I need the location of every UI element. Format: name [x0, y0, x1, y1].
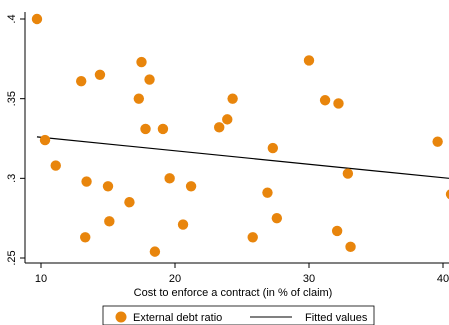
data-point	[262, 187, 273, 198]
data-point	[81, 176, 92, 187]
data-points-layer	[31, 13, 449, 257]
y-tick-label: .3	[6, 174, 18, 183]
legend-marker-external-debt-ratio	[115, 311, 127, 323]
data-point	[331, 225, 343, 237]
data-point	[133, 93, 145, 104]
y-tick-label: .25	[6, 250, 18, 265]
data-point	[432, 136, 443, 147]
fitted-line-layer	[36, 136, 449, 179]
data-point	[222, 114, 233, 125]
data-point	[303, 55, 315, 66]
data-point	[80, 232, 91, 243]
x-tick-label: 10	[35, 273, 47, 285]
data-point	[149, 246, 161, 257]
fitted-values-line	[36, 136, 449, 179]
data-point	[247, 232, 258, 243]
x-axis-title: Cost to enforce a contract (in % of clai…	[134, 287, 333, 299]
data-point	[267, 142, 279, 154]
data-point	[124, 197, 135, 208]
data-point	[39, 134, 51, 146]
data-point	[345, 241, 356, 253]
data-point	[76, 75, 87, 87]
data-point	[185, 181, 197, 192]
data-point	[177, 219, 189, 230]
data-point	[319, 95, 331, 106]
data-point	[157, 123, 169, 135]
y-axis-ticks: .25 .3 .35 .4	[6, 14, 25, 266]
data-point	[445, 189, 449, 200]
data-point	[140, 123, 151, 135]
y-tick-label: .35	[6, 91, 18, 106]
data-point	[136, 56, 147, 68]
data-point	[94, 69, 106, 80]
data-point	[333, 98, 344, 109]
data-point	[227, 93, 238, 104]
data-point	[271, 212, 283, 224]
x-tick-label: 20	[169, 273, 181, 285]
legend-box	[102, 305, 375, 325]
data-point	[50, 160, 61, 171]
legend: External debt ratio Fitted values	[102, 305, 375, 325]
data-point	[342, 168, 354, 179]
data-point	[104, 216, 115, 227]
x-axis-ticks: 10 20 30 40	[35, 263, 449, 285]
x-tick-label: 30	[303, 273, 315, 285]
plot-area: .25 .3 .35 .4 10 20 30 40	[6, 12, 449, 285]
data-point	[144, 74, 155, 85]
y-tick-label: .4	[6, 14, 18, 23]
data-point	[102, 181, 114, 192]
x-tick-label: 40	[437, 273, 449, 285]
data-point	[31, 13, 43, 25]
data-point	[164, 173, 175, 184]
data-point	[214, 122, 225, 133]
legend-label-external-debt-ratio: External debt ratio	[133, 312, 222, 324]
legend-label-fitted-values: Fitted values	[305, 312, 368, 324]
